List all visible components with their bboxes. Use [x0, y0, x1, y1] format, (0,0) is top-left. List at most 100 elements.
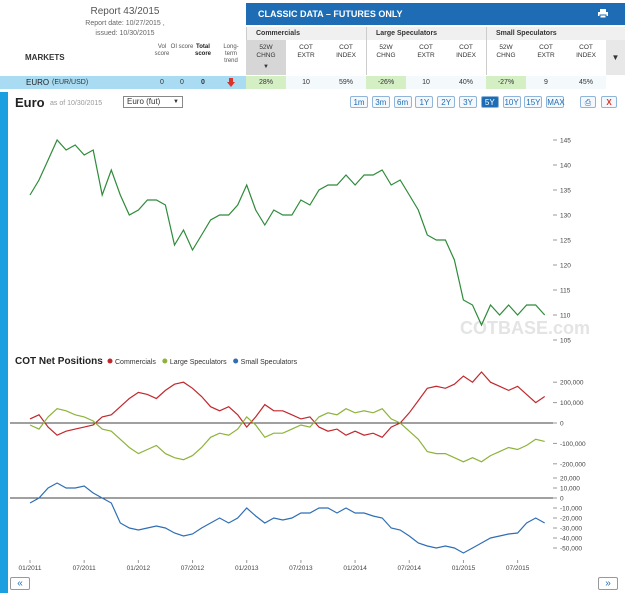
- y-tick-label: -200,000: [560, 461, 586, 468]
- y-tick-label: 200,000: [560, 380, 584, 387]
- score-cell: 0: [180, 79, 184, 86]
- score-header: OI score: [170, 44, 194, 50]
- print-button[interactable]: ⎙: [580, 96, 596, 108]
- column-header[interactable]: COT EXTR: [537, 44, 555, 59]
- y-tick-label: -100,000: [560, 441, 586, 448]
- score-header: Total score: [194, 44, 211, 57]
- data-cell: 10: [406, 76, 446, 89]
- legend-label: Small Speculators: [241, 359, 298, 366]
- column-header[interactable]: 52W CHNG: [496, 44, 516, 59]
- data-cell: 9: [526, 76, 566, 89]
- range-button[interactable]: 3Y: [459, 96, 477, 108]
- market-select[interactable]: Euro (fut) ▼: [123, 96, 183, 108]
- legend-dot: [107, 358, 113, 364]
- report-date: Report date: 10/27/2015 ,: [85, 20, 165, 27]
- x-tick-label: 07/2015: [506, 565, 530, 572]
- column-header[interactable]: 52W CHNG: [376, 44, 396, 59]
- y-tick-label: -10,000: [560, 506, 582, 513]
- legend-dot: [233, 358, 239, 364]
- y-tick-label: 105: [560, 338, 571, 345]
- chart-title: Euro: [15, 95, 45, 110]
- y-tick-label: -30,000: [560, 526, 582, 533]
- y-tick-label: 100,000: [560, 400, 584, 407]
- y-tick-label: 110: [560, 313, 571, 320]
- legend-label: Large Speculators: [170, 359, 227, 366]
- market-row[interactable]: EURO (EUR/USD): [0, 76, 246, 89]
- range-button[interactable]: 15Y: [524, 96, 543, 108]
- x-tick-label: 01/2011: [18, 565, 41, 572]
- column-menu[interactable]: ▼: [606, 40, 625, 75]
- select-text: Euro (fut): [127, 97, 161, 106]
- watermark: COTBASE.com: [460, 318, 590, 338]
- prev-button[interactable]: «: [10, 577, 30, 590]
- data-cell: 10: [286, 76, 326, 89]
- x-tick-label: 01/2013: [235, 565, 259, 572]
- y-tick-label: -40,000: [560, 536, 582, 543]
- group-divider: [486, 27, 487, 75]
- group-row: [246, 27, 625, 40]
- range-button[interactable]: 6m: [393, 96, 412, 108]
- issued-date: issued: 10/30/2015: [95, 30, 155, 37]
- side-bar: [0, 92, 8, 593]
- score-header: Vol score: [154, 44, 170, 57]
- y-tick-label: 10,000: [560, 486, 580, 493]
- group-name: Small Speculators: [496, 30, 557, 37]
- range-button[interactable]: 2Y: [437, 96, 456, 108]
- next-button[interactable]: »: [598, 577, 618, 590]
- x-tick-label: 07/2012: [181, 565, 205, 572]
- y-tick-label: 20,000: [560, 476, 580, 483]
- market-symbol: (EUR/USD): [52, 79, 89, 86]
- range-button[interactable]: 10Y: [502, 96, 521, 108]
- y-tick-label: 125: [560, 238, 571, 245]
- cot-title: COT Net Positions: [15, 356, 103, 367]
- legend-dot: [162, 358, 168, 364]
- x-tick-label: 07/2011: [73, 565, 96, 572]
- legend-label: Commercials: [115, 359, 156, 366]
- x-tick-label: 07/2013: [289, 565, 313, 572]
- range-button[interactable]: 1Y: [415, 96, 434, 108]
- price-line: [29, 138, 546, 327]
- data-cell: -26%: [366, 76, 406, 89]
- column-header[interactable]: COT INDEX: [576, 44, 596, 59]
- y-tick-label: -50,000: [560, 546, 582, 553]
- y-tick-label: 135: [560, 188, 571, 195]
- data-cell: 45%: [566, 76, 606, 89]
- group-divider: [366, 27, 367, 75]
- y-tick-label: 0: [560, 496, 564, 503]
- group-name: Commercials: [256, 30, 300, 37]
- x-tick-label: 07/2014: [398, 565, 422, 572]
- range-button[interactable]: 1m: [350, 96, 368, 108]
- data-cell: -27%: [486, 76, 526, 89]
- range-button[interactable]: MAX: [546, 96, 565, 108]
- range-button[interactable]: 3m: [371, 96, 390, 108]
- group-name: Large Speculators: [376, 30, 438, 37]
- column-header[interactable]: COT INDEX: [456, 44, 476, 59]
- close-button[interactable]: X: [601, 96, 617, 108]
- column-header[interactable]: COT EXTR: [297, 44, 315, 59]
- y-tick-label: 140: [560, 163, 571, 170]
- series-line: [29, 371, 546, 439]
- range-button[interactable]: 5Y: [480, 96, 499, 108]
- data-cell: 28%: [246, 76, 286, 89]
- series-line: [29, 407, 545, 463]
- column-header[interactable]: COT EXTR: [417, 44, 435, 59]
- data-cell: 59%: [326, 76, 366, 89]
- y-tick-label: 0: [560, 421, 564, 428]
- column-header[interactable]: 52W CHNG: [246, 40, 286, 75]
- report-title: Report 43/2015: [90, 6, 160, 17]
- data-cell: 40%: [446, 76, 486, 89]
- x-tick-label: 01/2015: [452, 565, 476, 572]
- y-tick-label: 120: [560, 263, 571, 270]
- panel-title: CLASSIC DATA – FUTURES ONLY: [258, 9, 403, 19]
- column-header[interactable]: COT INDEX: [336, 44, 356, 59]
- print-icon[interactable]: [598, 9, 608, 19]
- as-of: as of 10/30/2015: [50, 100, 103, 107]
- trend-arrow: [227, 78, 235, 87]
- series-line: [29, 482, 545, 554]
- sort-arrow: ▼: [263, 64, 269, 70]
- y-tick-label: 145: [560, 138, 571, 145]
- y-tick-label: 115: [560, 288, 571, 295]
- score-cell: 0: [160, 79, 164, 86]
